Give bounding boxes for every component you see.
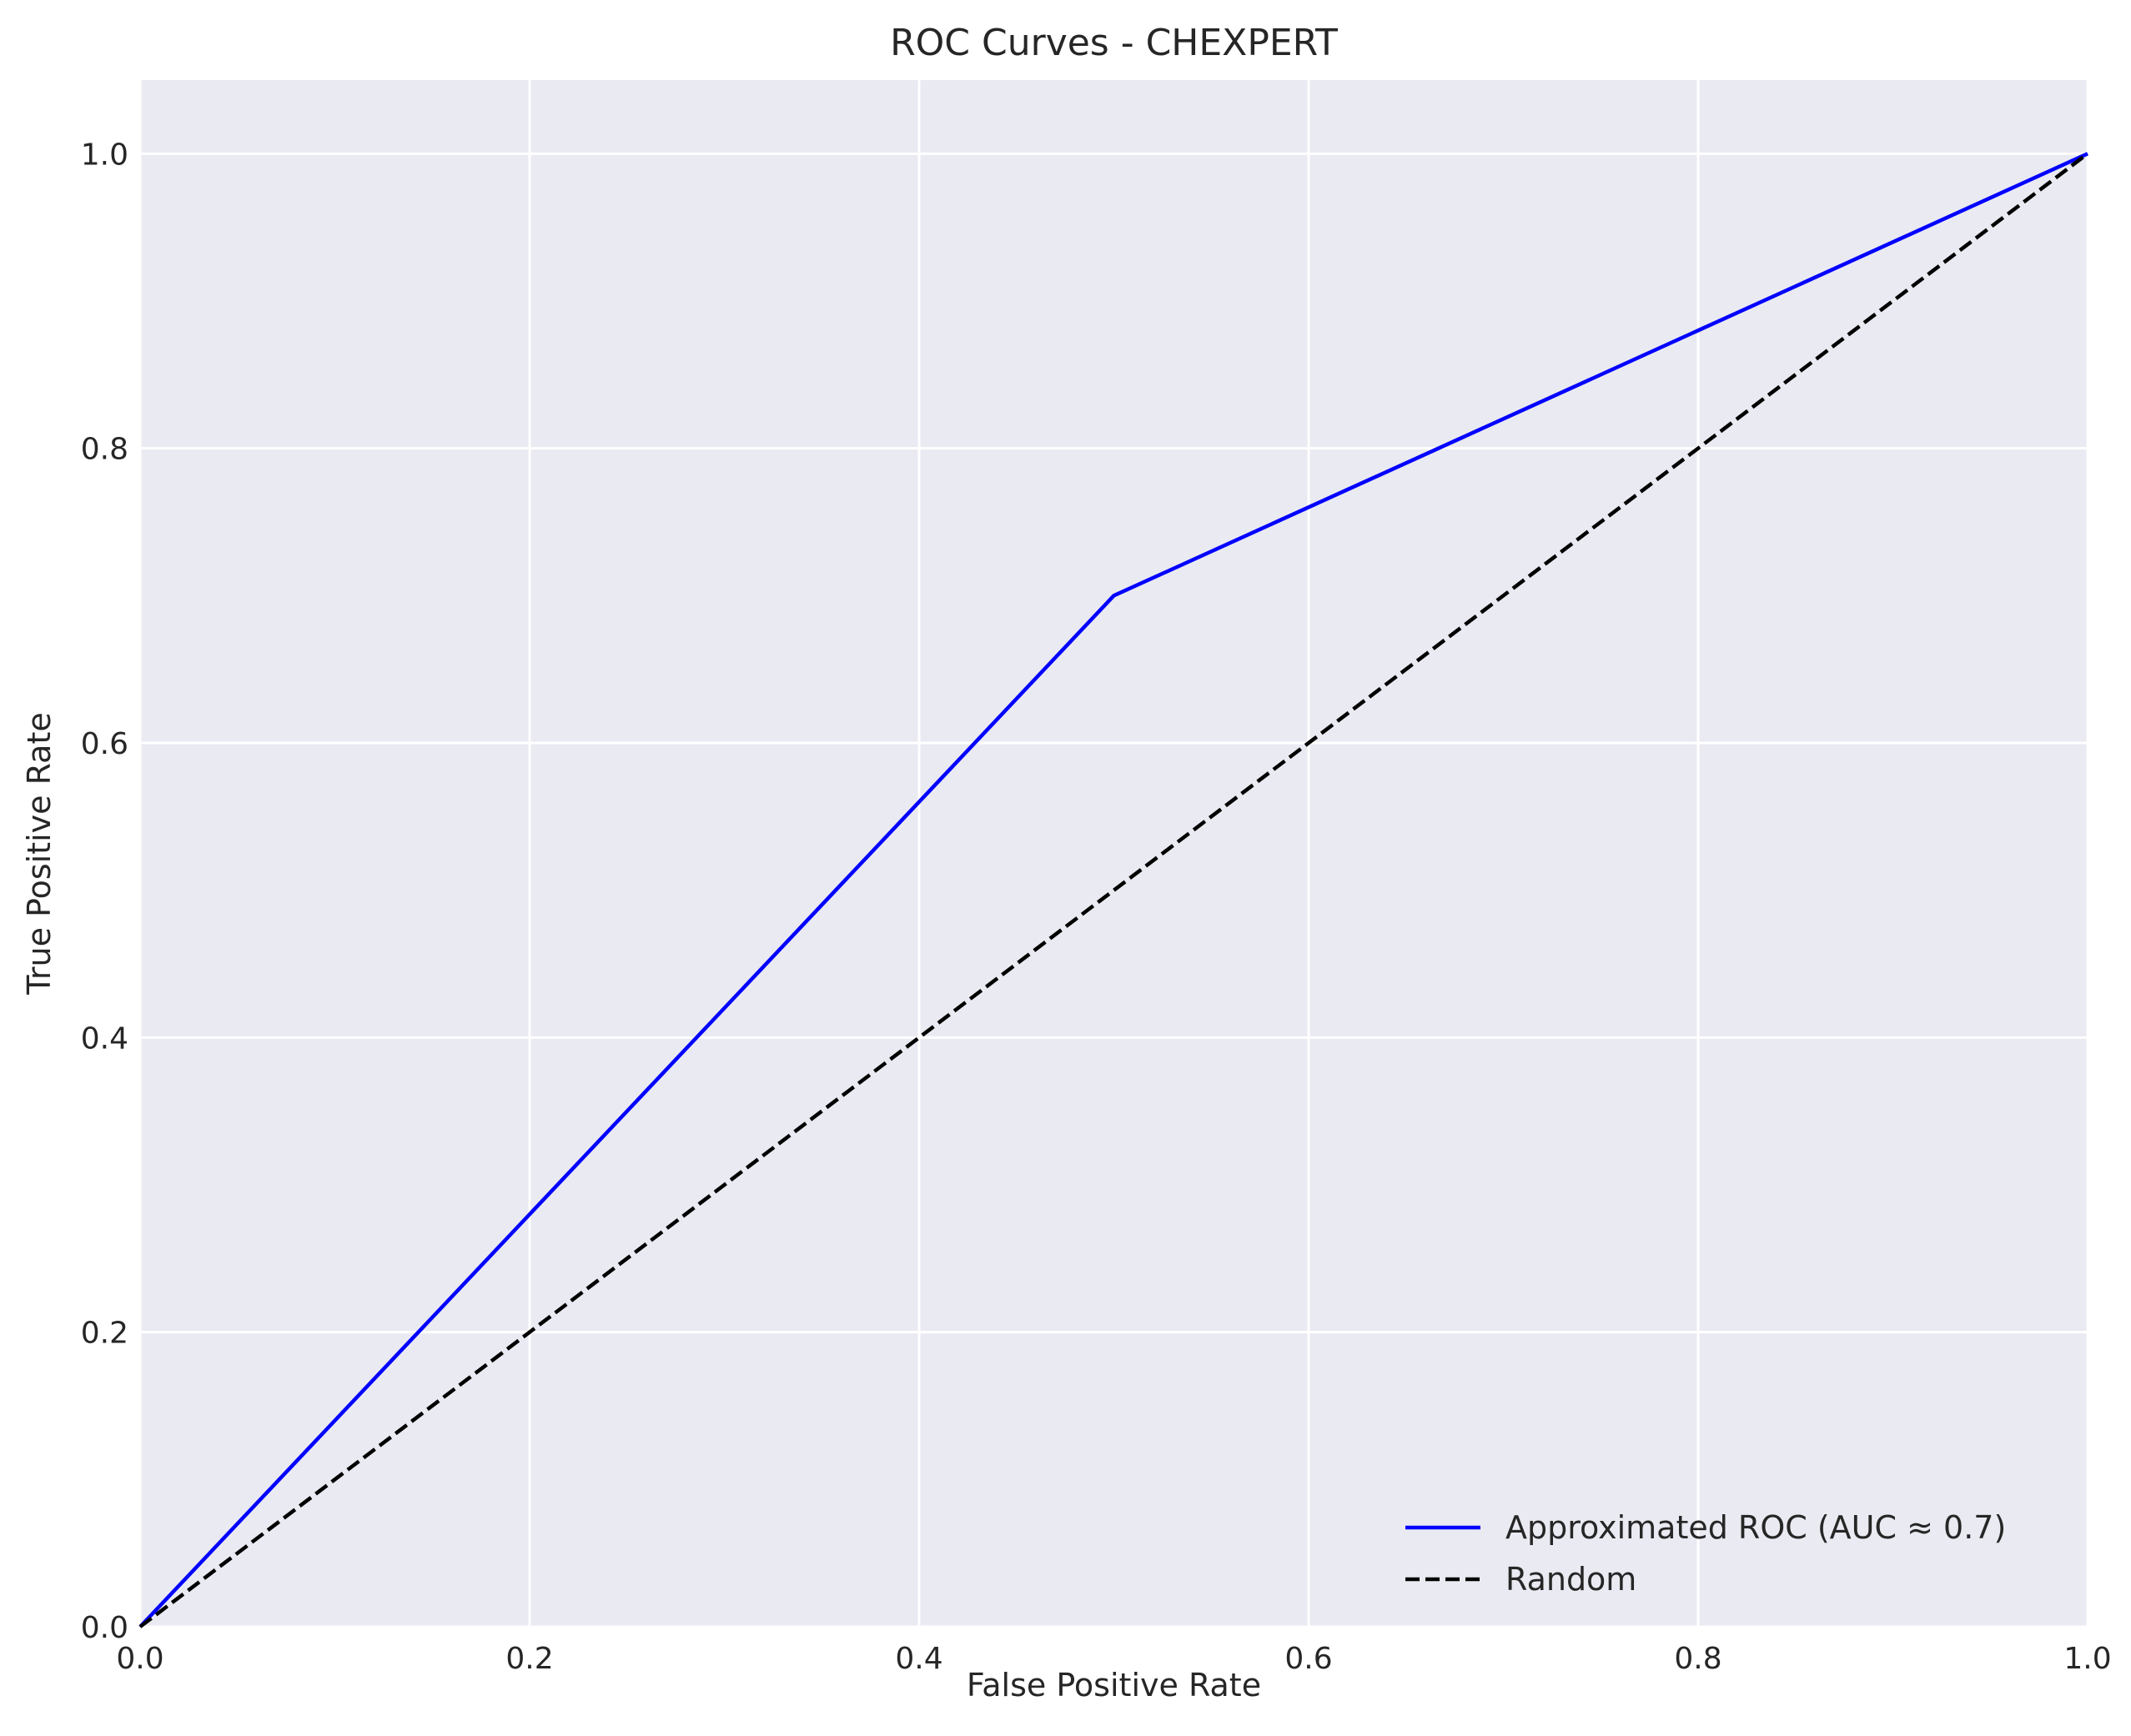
x-tick-label-0: 0.0 xyxy=(116,1642,163,1676)
x-tick-label-3: 0.6 xyxy=(1284,1642,1332,1676)
y-tick-label-4: 0.8 xyxy=(81,433,128,467)
plot-area xyxy=(140,80,2088,1627)
y-tick-label-3: 0.6 xyxy=(81,727,128,761)
tick-labels: 0.0 0.2 0.4 0.6 0.8 1.0 0.0 0.2 0.4 0.6 0.8 1.0 xyxy=(81,138,2112,1676)
y-tick-label-2: 0.4 xyxy=(81,1021,128,1056)
series-line-roc xyxy=(138,152,2088,1628)
x-tick-label-4: 0.8 xyxy=(1674,1642,1721,1676)
series-line-random xyxy=(138,152,2089,1628)
x-tick-label-2: 0.4 xyxy=(895,1642,942,1676)
y-tick-label-0: 0.0 xyxy=(81,1611,128,1645)
series-lines xyxy=(138,152,2089,1628)
legend-label-roc: Approximated ROC (AUC ≈ 0.7) xyxy=(1505,1509,2006,1546)
y-tick-label-5: 1.0 xyxy=(81,138,128,172)
legend: Approximated ROC (AUC ≈ 0.7) Random xyxy=(1405,1509,2006,1598)
y-axis-title: True Positive Rate xyxy=(21,712,58,996)
x-axis-title: False Positive Rate xyxy=(967,1667,1261,1703)
y-tick-label-1: 0.2 xyxy=(81,1317,128,1351)
x-tick-label-1: 0.2 xyxy=(505,1642,553,1676)
x-tick-label-5: 1.0 xyxy=(2063,1642,2111,1676)
chart-title: ROC Curves - CHEXPERT xyxy=(890,22,1338,64)
grid-lines xyxy=(138,80,2089,1628)
legend-label-random: Random xyxy=(1505,1561,1636,1598)
